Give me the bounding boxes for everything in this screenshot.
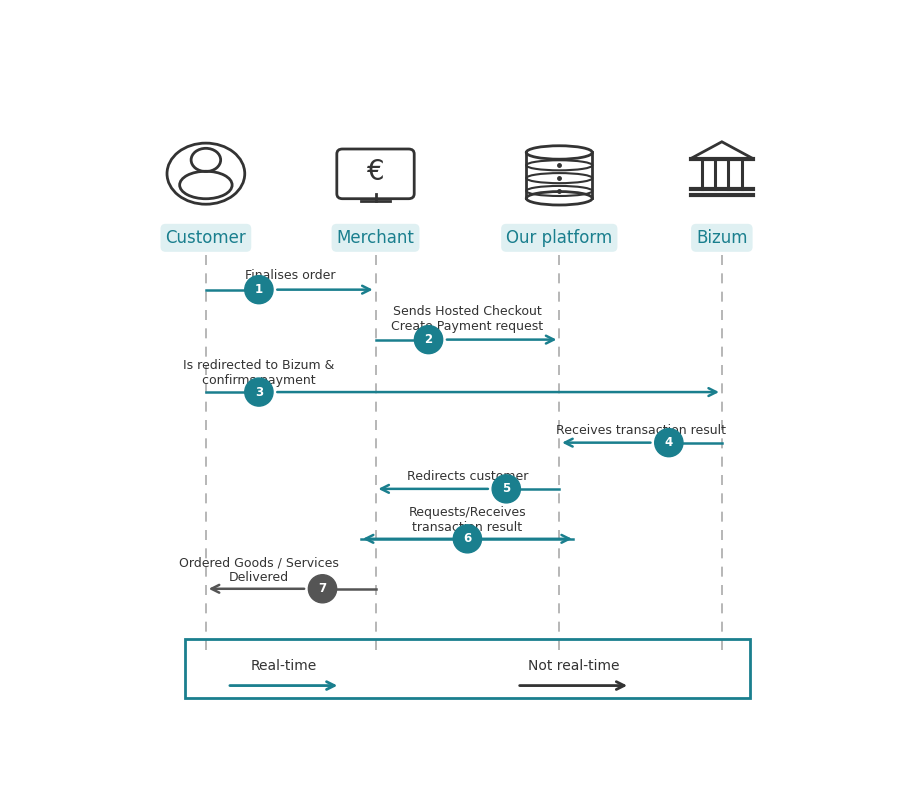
Ellipse shape [414, 325, 442, 354]
Text: 2: 2 [424, 333, 432, 346]
Text: Our platform: Our platform [506, 229, 612, 247]
Text: Receives transaction result: Receives transaction result [555, 423, 725, 436]
Text: Real-time: Real-time [251, 659, 316, 672]
Text: Bizum: Bizum [695, 229, 747, 247]
Ellipse shape [244, 378, 272, 406]
Ellipse shape [453, 525, 481, 553]
Text: Not real-time: Not real-time [527, 659, 619, 672]
Text: Is redirected to Bizum &
confirms payment: Is redirected to Bizum & confirms paymen… [183, 359, 334, 388]
Text: 7: 7 [318, 582, 326, 595]
Text: Sends Hosted Checkout
Create Payment request: Sends Hosted Checkout Create Payment req… [391, 305, 543, 333]
Text: €: € [366, 157, 384, 186]
Ellipse shape [244, 276, 272, 303]
Text: Customer: Customer [165, 229, 246, 247]
Text: 5: 5 [502, 483, 510, 496]
Text: 1: 1 [254, 283, 262, 296]
Text: Finalises order: Finalises order [245, 268, 335, 281]
Text: Ordered Goods / Services
Delivered: Ordered Goods / Services Delivered [179, 556, 339, 584]
Ellipse shape [492, 474, 520, 503]
Ellipse shape [654, 428, 682, 457]
Text: 4: 4 [664, 436, 672, 449]
Text: Requests/Receives
transaction result: Requests/Receives transaction result [408, 506, 526, 534]
Text: 3: 3 [254, 385, 262, 398]
Ellipse shape [308, 575, 336, 603]
Text: Redirects customer: Redirects customer [406, 470, 527, 483]
Text: 6: 6 [463, 532, 471, 545]
Text: Merchant: Merchant [336, 229, 414, 247]
